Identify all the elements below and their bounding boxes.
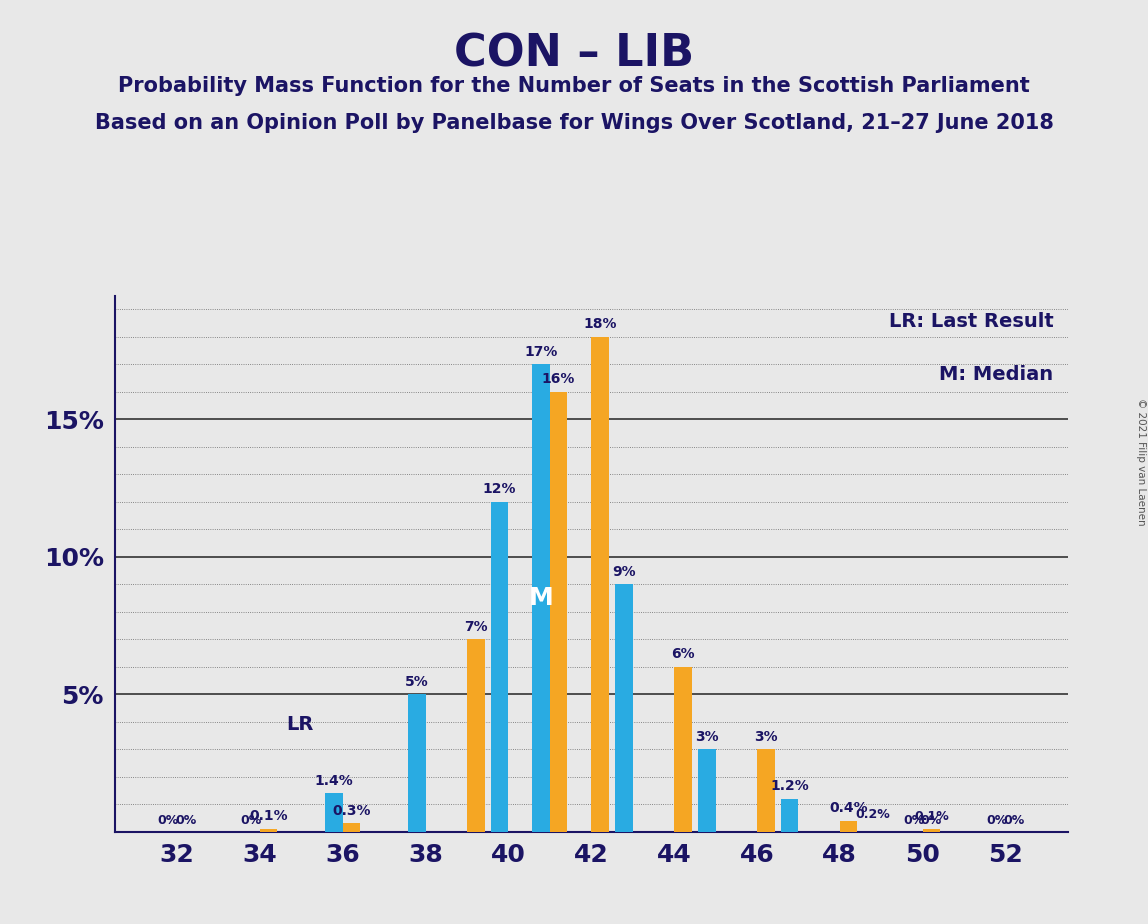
Text: 0.1%: 0.1%	[914, 810, 948, 823]
Text: 0.3%: 0.3%	[332, 804, 371, 818]
Text: © 2021 Filip van Laenen: © 2021 Filip van Laenen	[1135, 398, 1146, 526]
Text: Probability Mass Function for the Number of Seats in the Scottish Parliament: Probability Mass Function for the Number…	[118, 76, 1030, 96]
Text: LR: Last Result: LR: Last Result	[889, 311, 1054, 331]
Bar	[757, 749, 775, 832]
Bar	[408, 694, 426, 832]
Text: 12%: 12%	[483, 482, 517, 496]
Text: 3%: 3%	[695, 730, 719, 744]
Text: 16%: 16%	[542, 372, 575, 386]
Text: 0%: 0%	[1003, 814, 1025, 828]
Bar	[490, 502, 509, 832]
Text: 0.1%: 0.1%	[249, 809, 288, 823]
Text: 0%: 0%	[903, 814, 924, 828]
Text: 1.2%: 1.2%	[770, 779, 809, 793]
Bar	[698, 749, 715, 832]
Text: 0.2%: 0.2%	[855, 808, 890, 821]
Text: 0%: 0%	[176, 814, 196, 828]
Bar	[674, 667, 692, 832]
Text: 17%: 17%	[525, 345, 558, 359]
Text: 6%: 6%	[672, 647, 695, 662]
Text: 0%: 0%	[986, 814, 1007, 828]
Text: 7%: 7%	[464, 620, 488, 634]
Bar	[615, 584, 633, 832]
Bar	[591, 337, 608, 832]
Text: 1.4%: 1.4%	[315, 773, 354, 787]
Text: 5%: 5%	[405, 675, 428, 688]
Text: LR: LR	[286, 715, 313, 734]
Text: 0%: 0%	[240, 814, 262, 828]
Bar	[342, 823, 360, 832]
Text: CON – LIB: CON – LIB	[453, 32, 695, 76]
Text: 0.4%: 0.4%	[829, 801, 868, 815]
Bar	[325, 793, 342, 832]
Text: M: Median: M: Median	[939, 365, 1054, 384]
Text: 0%: 0%	[157, 814, 179, 828]
Text: 3%: 3%	[754, 730, 777, 744]
Bar	[923, 829, 940, 832]
Bar	[467, 639, 484, 832]
Bar	[533, 364, 550, 832]
Text: M: M	[528, 586, 553, 610]
Bar	[840, 821, 858, 832]
Bar	[550, 392, 567, 832]
Text: Based on an Opinion Poll by Panelbase for Wings Over Scotland, 21–27 June 2018: Based on an Opinion Poll by Panelbase fo…	[94, 113, 1054, 133]
Text: 18%: 18%	[583, 318, 616, 332]
Bar	[781, 798, 798, 832]
Bar	[259, 829, 278, 832]
Text: 9%: 9%	[612, 565, 636, 578]
Text: 0%: 0%	[921, 814, 943, 828]
